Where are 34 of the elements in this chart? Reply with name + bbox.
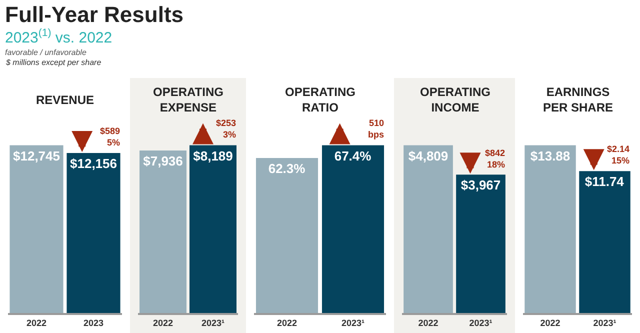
x-tick-label: 2023¹ xyxy=(469,318,492,328)
chart-title: REVENUE xyxy=(36,93,94,107)
data-label: 62.3% xyxy=(268,161,306,176)
x-tick-label: 2023¹ xyxy=(593,318,616,328)
x-tick-label: 2023 xyxy=(83,318,104,328)
data-label: $12,156 xyxy=(70,156,117,172)
annotation: $842 18% xyxy=(485,148,506,170)
data-label: $4,809 xyxy=(408,148,448,164)
annotation: $253 3% xyxy=(216,118,236,140)
data-label: 67.4% xyxy=(334,148,372,164)
annotation: 510 bps xyxy=(368,118,384,140)
data-label: $3,967 xyxy=(460,178,501,193)
x-tick-label: 2022 xyxy=(152,318,174,328)
text: favorable / unfavorable xyxy=(5,48,87,57)
data-label: $13.88 xyxy=(530,148,570,164)
data-label: $7,936 xyxy=(143,153,183,168)
data-label: $8,189 xyxy=(193,148,233,164)
chart-title: EARNINGS PER SHARE xyxy=(543,85,614,115)
text: $ millions except per share xyxy=(5,58,102,67)
chart-title: OPERATING RATIO xyxy=(285,85,356,115)
x-tick-label: 2023¹ xyxy=(341,318,365,328)
x-tick-label: 2022 xyxy=(418,318,438,328)
text: Full-Year Results xyxy=(5,2,184,27)
annotation: $589 5% xyxy=(100,126,120,148)
x-tick-label: 2023¹ xyxy=(201,318,225,328)
chart-title: OPERATING INCOME xyxy=(420,85,490,115)
text: 2023$^{(1)}$ vs. 2022 xyxy=(5,27,112,46)
data-label: $12,745 xyxy=(13,148,60,164)
chart-title: OPERATING EXPENSE xyxy=(153,85,224,115)
annotation: $2.14 15% xyxy=(607,144,630,166)
data-label: $11.74 xyxy=(584,174,625,190)
x-tick-label: 2022 xyxy=(540,318,560,328)
x-tick-label: 2022 xyxy=(276,318,298,328)
x-tick-label: 2022 xyxy=(26,318,47,328)
